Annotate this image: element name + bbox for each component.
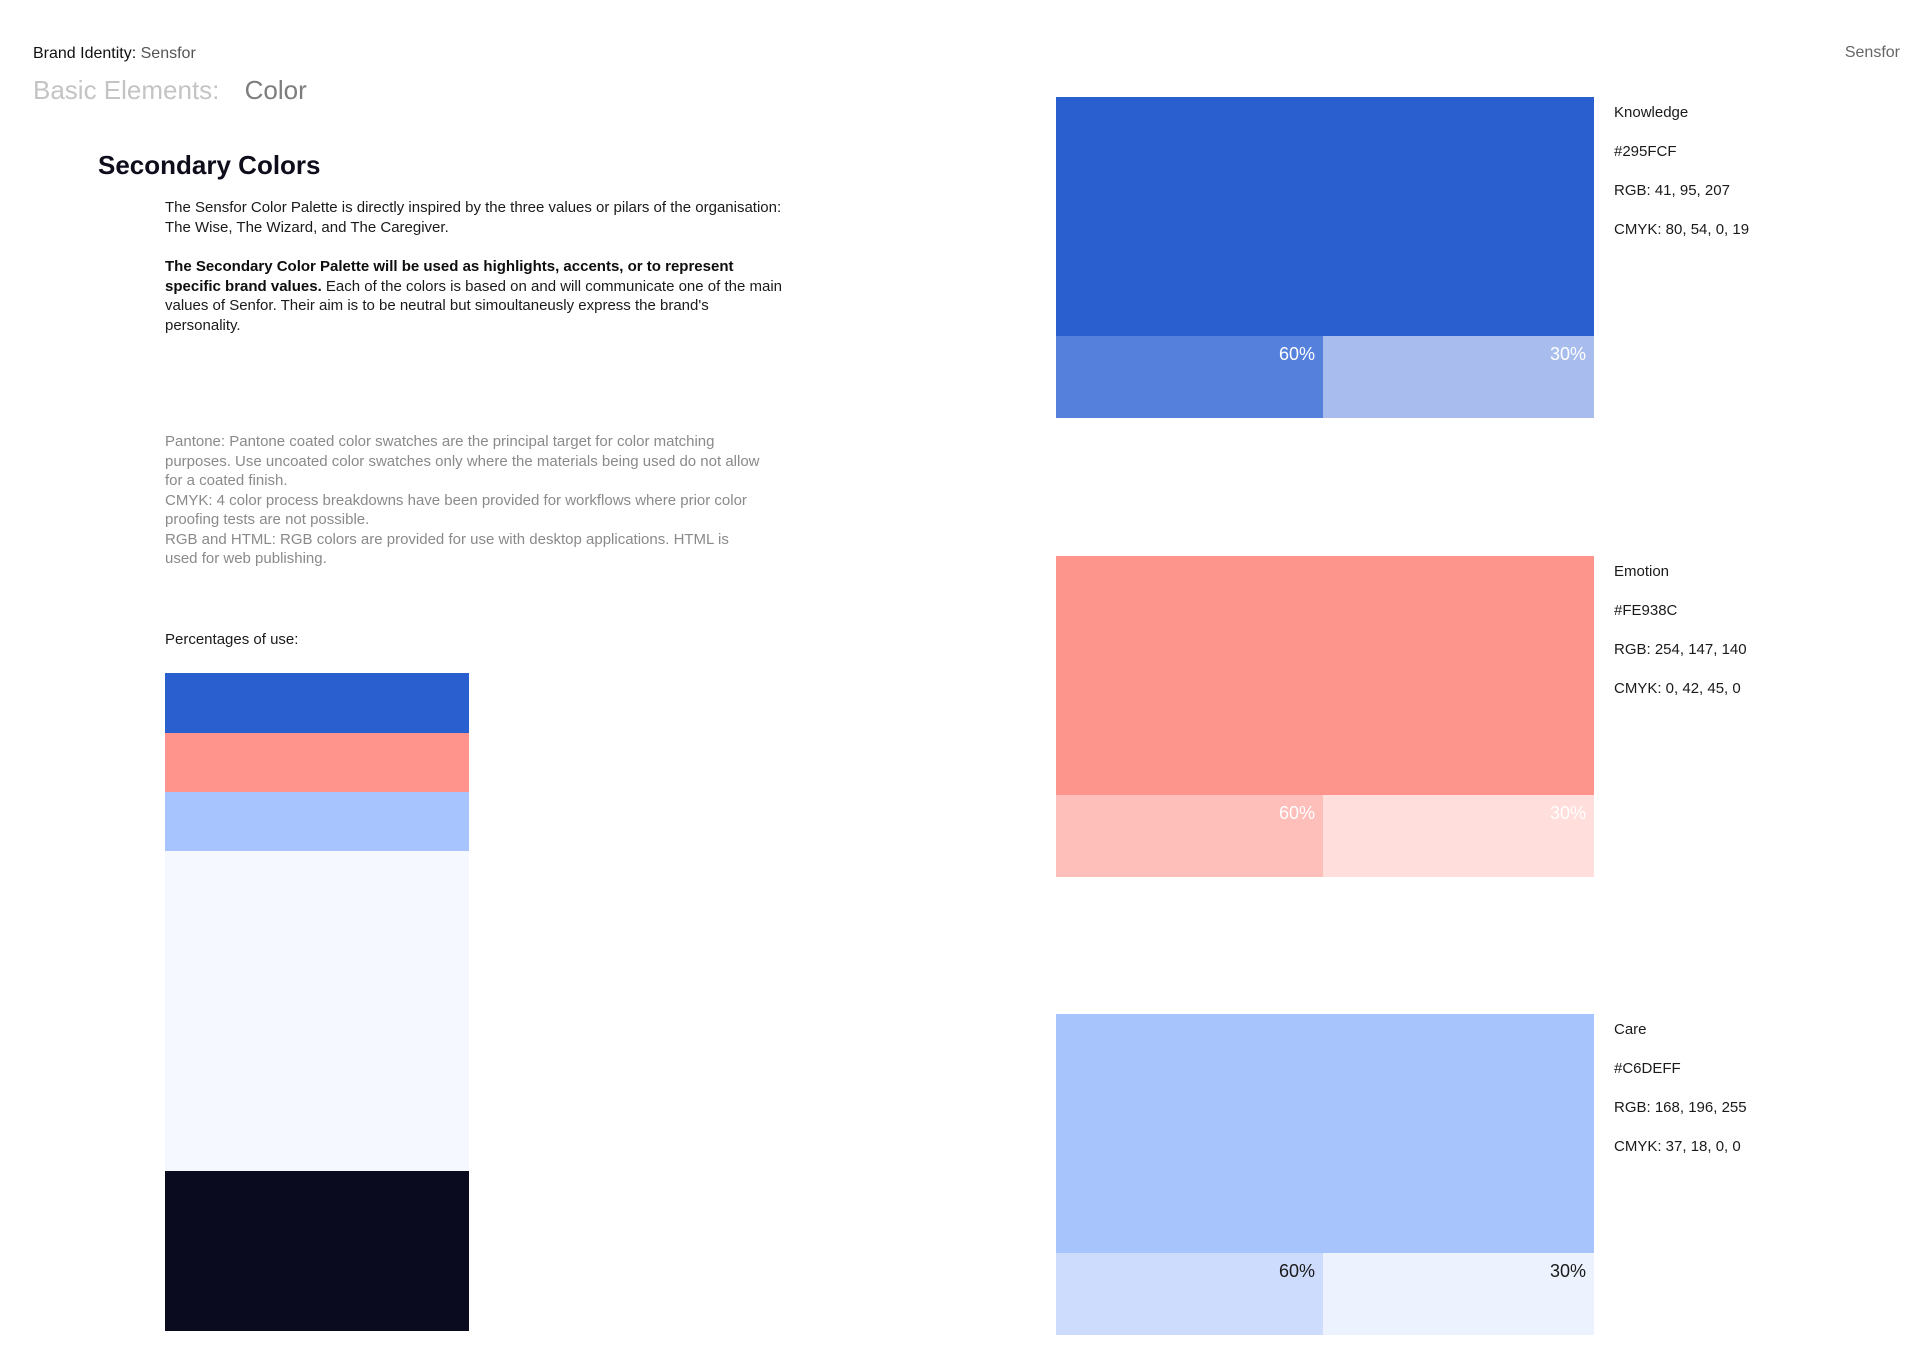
- color-swatch-main: [1056, 556, 1594, 795]
- percentage-of-use-bar: [165, 673, 469, 1331]
- usage-segment-light: [165, 851, 469, 1171]
- color-hex: #295FCF: [1614, 143, 1677, 160]
- color-hex: #FE938C: [1614, 602, 1678, 619]
- color-card-emotion: 60% 30% Emotion #FE938C RGB: 254, 147, 1…: [1056, 556, 1747, 877]
- section-name: Color: [244, 75, 307, 105]
- tint-60-label: 60%: [1278, 344, 1315, 364]
- color-name: Emotion: [1614, 563, 1670, 580]
- tint-60-label: 60%: [1278, 1261, 1315, 1281]
- color-rgb: RGB: 254, 147, 140: [1614, 641, 1747, 658]
- color-cmyk: CMYK: 80, 54, 0, 19: [1614, 221, 1750, 238]
- brand-identity-label: Brand Identity:: [33, 45, 137, 62]
- usage-segment-emotion: [165, 733, 469, 792]
- brand-name-right: Sensfor: [1844, 44, 1900, 61]
- tint-30-label: 30%: [1549, 344, 1586, 364]
- color-info: Knowledge #295FCF RGB: 41, 95, 207 CMYK:…: [1614, 103, 1814, 259]
- tint-row: 60% 30%: [1056, 1253, 1594, 1335]
- color-card-knowledge: 60% 30% Knowledge #295FCF RGB: 41, 95, 2…: [1056, 97, 1749, 418]
- color-format-notes: Pantone: Pantone coated color swatches a…: [165, 432, 765, 569]
- color-card-care: 60% 30% Care #C6DEFF RGB: 168, 196, 255 …: [1056, 1014, 1747, 1335]
- secondary-palette-paragraph: The Secondary Color Palette will be used…: [165, 257, 785, 335]
- intro-paragraph: The Sensfor Color Palette is directly in…: [165, 199, 782, 236]
- tint-60-swatch: 60%: [1056, 1253, 1323, 1335]
- color-info: Care #C6DEFF RGB: 168, 196, 255 CMYK: 37…: [1614, 1020, 1814, 1176]
- color-info: Emotion #FE938C RGB: 254, 147, 140 CMYK:…: [1614, 562, 1814, 718]
- cmyk-note: CMYK: 4 color process breakdowns have be…: [165, 491, 747, 529]
- section-label: Basic Elements:: [33, 75, 220, 105]
- color-rgb: RGB: 168, 196, 255: [1614, 1099, 1747, 1116]
- color-swatch-main: [1056, 97, 1594, 336]
- tint-30-swatch: 30%: [1323, 336, 1594, 418]
- rgb-html-note: RGB and HTML: RGB colors are provided fo…: [165, 530, 729, 568]
- pantone-note: Pantone: Pantone coated color swatches a…: [165, 433, 760, 489]
- tint-60-swatch: 60%: [1056, 795, 1323, 877]
- color-cmyk: CMYK: 0, 42, 45, 0: [1614, 680, 1741, 697]
- secondary-palette-description: Each of the colors is based on and will …: [165, 277, 782, 334]
- percentages-label: Percentages of use:: [165, 631, 299, 648]
- color-hex: #C6DEFF: [1614, 1060, 1681, 1077]
- tint-row: 60% 30%: [1056, 336, 1594, 418]
- color-swatch-main: [1056, 1014, 1594, 1253]
- tint-30-label: 30%: [1549, 1261, 1586, 1281]
- tint-30-swatch: 30%: [1323, 795, 1594, 877]
- usage-segment-care: [165, 792, 469, 851]
- usage-segment-dark: [165, 1171, 469, 1331]
- color-name: Care: [1614, 1021, 1647, 1038]
- brand-name: Sensfor: [140, 45, 196, 62]
- brand-identity-line: Brand Identity: Sensfor: [33, 44, 196, 64]
- tint-30-label: 30%: [1549, 803, 1586, 823]
- secondary-palette-emphasis: The Secondary Color Palette will be used…: [165, 258, 734, 295]
- usage-segment-knowledge: [165, 673, 469, 733]
- tint-60-label: 60%: [1278, 803, 1315, 823]
- color-rgb: RGB: 41, 95, 207: [1614, 182, 1730, 199]
- page-title: Secondary Colors: [98, 150, 321, 180]
- color-cmyk: CMYK: 37, 18, 0, 0: [1614, 1138, 1741, 1155]
- section-heading: Basic Elements: Color: [33, 74, 307, 106]
- tint-30-swatch: 30%: [1323, 1253, 1594, 1335]
- tint-60-swatch: 60%: [1056, 336, 1323, 418]
- tint-row: 60% 30%: [1056, 795, 1594, 877]
- color-name: Knowledge: [1614, 104, 1689, 121]
